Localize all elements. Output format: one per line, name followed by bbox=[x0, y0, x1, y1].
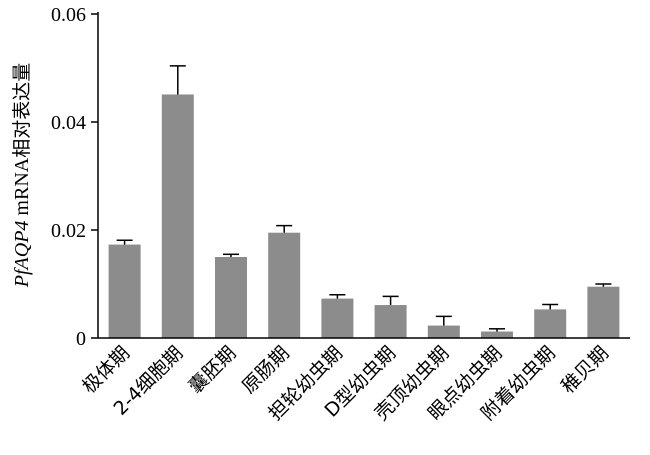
bars bbox=[108, 65, 620, 339]
y-tick-label: 0.06 bbox=[51, 4, 86, 26]
bar bbox=[534, 309, 567, 338]
bar bbox=[161, 94, 194, 339]
y-tick-label: 0 bbox=[76, 328, 86, 350]
bar bbox=[108, 244, 141, 338]
y-axis-label-mrna: mRNA bbox=[11, 157, 33, 220]
bar bbox=[268, 232, 301, 338]
bar bbox=[374, 305, 407, 338]
y-axis-label-gene: PfAQP4 bbox=[11, 221, 33, 289]
bar bbox=[215, 257, 247, 338]
bar bbox=[321, 298, 354, 338]
y-axis-label-text: 相对表达量 bbox=[11, 63, 33, 158]
x-tick-label: 稚贝期 bbox=[557, 342, 613, 398]
y-axis-label: PfAQP4 mRNA相对表达量 bbox=[11, 63, 33, 288]
y-tick-label: 0.02 bbox=[51, 220, 86, 242]
bar bbox=[587, 286, 620, 338]
bar bbox=[427, 325, 460, 338]
bar bbox=[481, 331, 513, 338]
y-axis: 0 0.02 0.04 0.06 bbox=[51, 4, 99, 350]
x-axis: 极体期2-4细胞期囊胚期原肠期担轮幼虫期D型幼虫期壳顶幼虫期眼点幼虫期附着幼虫期… bbox=[78, 337, 630, 425]
x-tick-label: 囊胚期 bbox=[185, 342, 241, 398]
y-tick-label: 0.04 bbox=[51, 112, 86, 134]
